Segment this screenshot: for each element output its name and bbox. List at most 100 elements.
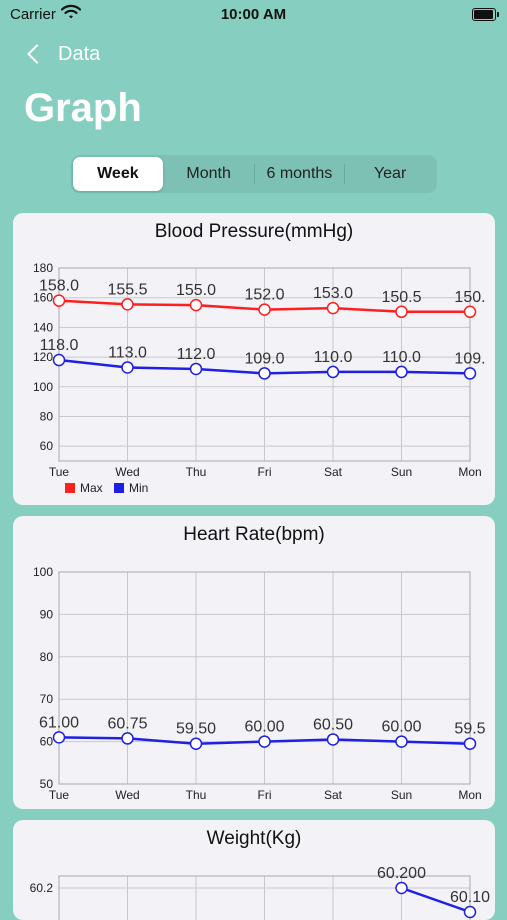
heart-rate-title: Heart Rate(bpm) [183, 524, 325, 545]
data-point [121, 732, 134, 745]
x-tick-label: Thu [186, 788, 207, 802]
heart-rate-card: 50 60 70 80 90 100 Tue Wed Thu Fri Sat Sun Mon 61.00 6… [13, 516, 495, 809]
data-point [395, 735, 408, 748]
x-tick-label: Fri [258, 465, 272, 479]
data-point [326, 733, 340, 746]
tab-week[interactable]: Week [73, 157, 163, 191]
data-label: 150. [454, 289, 485, 306]
weight-card: 60.2 60.200 60.10 Weight(Kg) [13, 820, 495, 920]
tab-month[interactable]: Month [186, 165, 231, 182]
data-point [258, 735, 271, 748]
y-tick-label: 70 [40, 692, 54, 706]
data-point [326, 301, 340, 315]
back-label: Data [58, 42, 101, 65]
data-label: 153.0 [313, 285, 353, 302]
data-point [395, 881, 408, 895]
y-tick-label: 100 [33, 380, 53, 394]
data-label: 155.0 [176, 282, 216, 299]
y-tick-label: 180 [33, 261, 53, 275]
data-label: 113.0 [108, 344, 147, 361]
legend-swatch [65, 483, 75, 493]
data-label: 110.0 [314, 349, 353, 366]
segment-divider [344, 164, 346, 184]
x-tick-label: Wed [115, 465, 139, 479]
legend-swatch [114, 483, 124, 493]
data-point [258, 303, 271, 316]
battery-icon [472, 8, 499, 21]
data-point [52, 353, 66, 367]
x-tick-label: Mon [458, 788, 481, 802]
blood-pressure-title: Blood Pressure(mmHg) [154, 221, 354, 242]
blood-pressure-card: 60 80 100 120 140 160 180 Tue Wed Thu Fri Sat Sun Mon… [13, 213, 495, 505]
y-tick-label: 120 [33, 350, 53, 364]
data-label: 152.0 [244, 287, 284, 304]
y-tick-label: 160 [33, 291, 53, 305]
data-point [326, 365, 340, 379]
x-tick-label: Sat [324, 788, 343, 802]
data-label: 60.00 [244, 719, 284, 736]
data-point [463, 905, 477, 919]
data-label: 158.0 [39, 278, 79, 295]
x-tick-label: Tue [49, 465, 70, 479]
data-label: 118.0 [40, 337, 79, 354]
data-label: 59.50 [176, 721, 216, 738]
data-label: 155.5 [107, 281, 147, 298]
data-point [258, 367, 271, 380]
x-tick-label: Fri [258, 788, 272, 802]
data-point [121, 361, 134, 374]
x-tick-label: Wed [115, 788, 139, 802]
y-tick-label: 140 [33, 320, 53, 334]
data-label: 112.0 [177, 346, 216, 363]
tab-year[interactable]: Year [373, 165, 407, 182]
data-label: 59.5 [454, 721, 485, 738]
x-tick-label: Mon [458, 465, 481, 479]
data-label: 110.0 [382, 349, 421, 366]
segment-divider [253, 164, 255, 184]
y-tick-label: 100 [33, 565, 53, 579]
data-label: 60.00 [381, 719, 421, 736]
weight-title: Weight(Kg) [206, 828, 302, 849]
clock: 10:00 AM [220, 6, 287, 23]
y-tick-label: 50 [40, 777, 54, 791]
legend-label: Max [80, 481, 103, 495]
data-point [52, 294, 66, 307]
legend-label: Min [129, 481, 148, 495]
status-bar: Carrier 10:00 AM [0, 0, 507, 28]
plot-frame [58, 571, 471, 785]
y-tick-label: 60.2 [30, 881, 54, 895]
x-tick-label: Sun [391, 465, 412, 479]
y-tick-label: 80 [40, 409, 54, 423]
x-tick-label: Tue [49, 788, 70, 802]
back-button[interactable]: Data [24, 40, 100, 68]
data-point [463, 305, 477, 319]
data-point [395, 365, 408, 379]
data-point [189, 298, 203, 312]
data-label: 60.75 [107, 715, 147, 732]
period-segmented-control: Week Month 6 months Year [71, 155, 437, 193]
data-point [189, 737, 203, 750]
carrier-label: Carrier [10, 6, 56, 23]
data-label: 150.5 [381, 289, 421, 306]
data-label: 61.00 [39, 714, 79, 731]
data-point [121, 298, 134, 311]
page-title: Graph [24, 86, 142, 130]
data-point [463, 367, 477, 380]
data-point [395, 305, 408, 319]
y-tick-label: 90 [40, 607, 54, 621]
y-tick-label: 60 [40, 735, 54, 749]
x-tick-label: Sat [324, 465, 343, 479]
heart-rate-chart: 50 60 70 80 90 100 Tue Wed Thu Fri Sat Sun Mon 61.00 6… [33, 565, 486, 802]
x-tick-label: Sun [391, 788, 412, 802]
data-label: 60.200 [377, 865, 426, 882]
data-label: 60.50 [313, 716, 353, 733]
data-label: 60.10 [450, 889, 490, 906]
x-tick-label: Thu [186, 465, 207, 479]
data-label: 109.0 [244, 350, 284, 367]
data-point [463, 737, 477, 750]
chevron-left-icon [27, 44, 47, 64]
wifi-icon [60, 4, 82, 25]
y-tick-label: 60 [40, 439, 54, 453]
tab-6-months[interactable]: 6 months [266, 165, 333, 182]
data-point [189, 362, 203, 376]
y-tick-label: 80 [40, 650, 54, 664]
